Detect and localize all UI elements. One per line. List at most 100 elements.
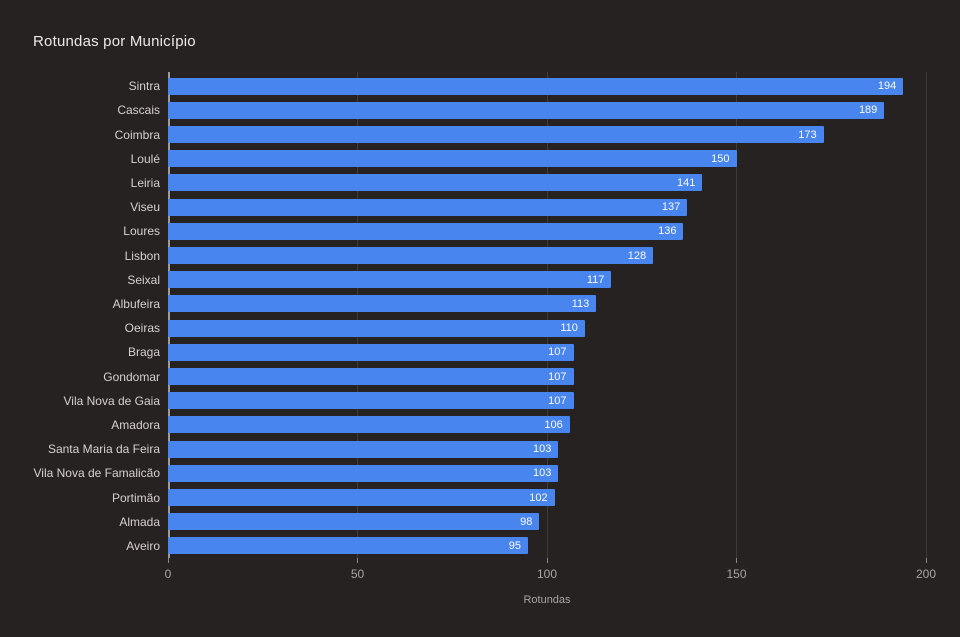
bar-value-label: 137 [661,201,681,214]
bar-value-label: 103 [533,443,552,456]
bar[interactable]: 137 [168,198,688,216]
y-axis-labels: Sintra Cascais Coimbra Loulé Leiria Viseu Lour… [0,74,168,558]
bar[interactable]: 117 [168,271,612,289]
category-label: Lisbon [124,248,160,263]
bar-value-label: 113 [571,297,590,310]
bar-row: 103 [168,461,926,485]
bar[interactable]: 150 [168,150,737,168]
bar[interactable]: 102 [168,489,555,507]
bar[interactable]: 106 [168,416,570,434]
x-tick-label: 150 [726,567,747,581]
category-label: Albufeira [112,296,160,311]
bar-value-label: 103 [533,467,552,480]
bar-row: 189 [168,98,926,122]
bar-row: 141 [168,171,926,195]
category-label: Vila Nova de Gaia [63,393,160,408]
bar[interactable]: 136 [168,222,684,240]
bar[interactable]: 110 [168,319,585,337]
category-label: Amadora [111,417,160,432]
bar-value-label: 141 [677,176,696,189]
bar-value-label: 102 [529,491,548,504]
bar[interactable]: 107 [168,368,574,386]
x-tick-mark [736,558,737,563]
x-tick-mark [925,558,927,563]
bar[interactable]: 141 [168,174,703,192]
category-label: Aveiro [126,538,160,553]
bar-value-label: 117 [586,273,605,286]
x-tick-label: 200 [915,567,937,581]
bar-row: 194 [168,74,926,98]
category-label: Oeiras [124,321,160,336]
bar[interactable]: 194 [168,77,904,95]
bar-row: 173 [168,122,926,146]
bar-row: 136 [168,219,926,243]
x-tick-label: 100 [536,567,558,581]
x-tick-mark [167,558,169,563]
x-tick-mark [357,558,358,563]
bar[interactable]: 95 [168,537,529,555]
category-label: Loulé [130,151,160,166]
bar-value-label: 110 [560,322,578,335]
bar-row: 117 [168,268,926,292]
category-label: Sintra [128,79,160,94]
x-axis: 0 50 100 150 200 [164,558,936,592]
bar-value-label: 173 [798,128,817,141]
x-tick-label: 50 [350,567,365,581]
gridline [925,72,927,558]
category-label: Portimão [111,490,160,505]
bar[interactable]: 107 [168,343,574,361]
category-label: Santa Maria da Feira [47,442,160,457]
bar-value-label: 106 [544,418,563,431]
bar[interactable]: 98 [168,513,540,531]
bar[interactable]: 103 [168,464,559,482]
bar-row: 107 [168,340,926,364]
category-label: Viseu [130,200,160,215]
bar-value-label: 150 [711,152,730,165]
category-label: Gondomar [103,369,160,384]
category-label: Leiria [130,175,160,190]
x-axis-title: Rotundas [523,594,571,606]
gridline [546,72,548,558]
bar-row: 110 [168,316,926,340]
bar-row: 103 [168,437,926,461]
bar-value-label: 107 [548,394,567,407]
bar-row: 137 [168,195,926,219]
bar-row: 102 [168,485,926,509]
category-label: Cascais [117,103,160,118]
bar-value-label: 95 [508,539,522,552]
y-axis-line [168,72,170,558]
bar-value-label: 107 [548,346,567,359]
bar-row: 128 [168,243,926,267]
bar-row: 113 [168,292,926,316]
category-label: Seixal [127,272,160,287]
bar-row: 106 [168,413,926,437]
bar[interactable]: 107 [168,392,574,410]
bar-row: 107 [168,389,926,413]
bar-row: 98 [168,510,926,534]
gridline [736,72,737,558]
bar[interactable]: 173 [168,126,824,143]
category-label: Coimbra [114,127,160,142]
bar-row: 95 [168,534,926,558]
gridline [357,72,358,558]
bar-value-label: 136 [658,225,677,238]
chart-title: Rotundas por Município [33,33,196,50]
category-label: Vila Nova de Famalicão [33,466,160,481]
x-tick-label: 0 [164,567,172,581]
bar[interactable]: 128 [168,247,654,265]
plot-area: 194 189 173 150 141 137 136 128 117 113 110 107 107 1… [168,72,927,558]
bar-value-label: 98 [520,515,533,528]
x-tick-mark [546,558,548,563]
category-label: Braga [127,345,160,360]
bar-value-label: 128 [627,249,647,262]
bar-value-label: 107 [548,370,567,383]
bar-rows: 194 189 173 150 141 137 136 128 117 113 110 107 107 1… [168,74,926,558]
bar[interactable]: 103 [168,440,559,458]
bar[interactable]: 189 [168,101,885,119]
bar[interactable]: 113 [168,295,597,313]
category-label: Loures [123,224,160,239]
bar-row: 150 [168,147,926,171]
bar-value-label: 194 [877,80,897,93]
bar-value-label: 189 [858,104,878,117]
